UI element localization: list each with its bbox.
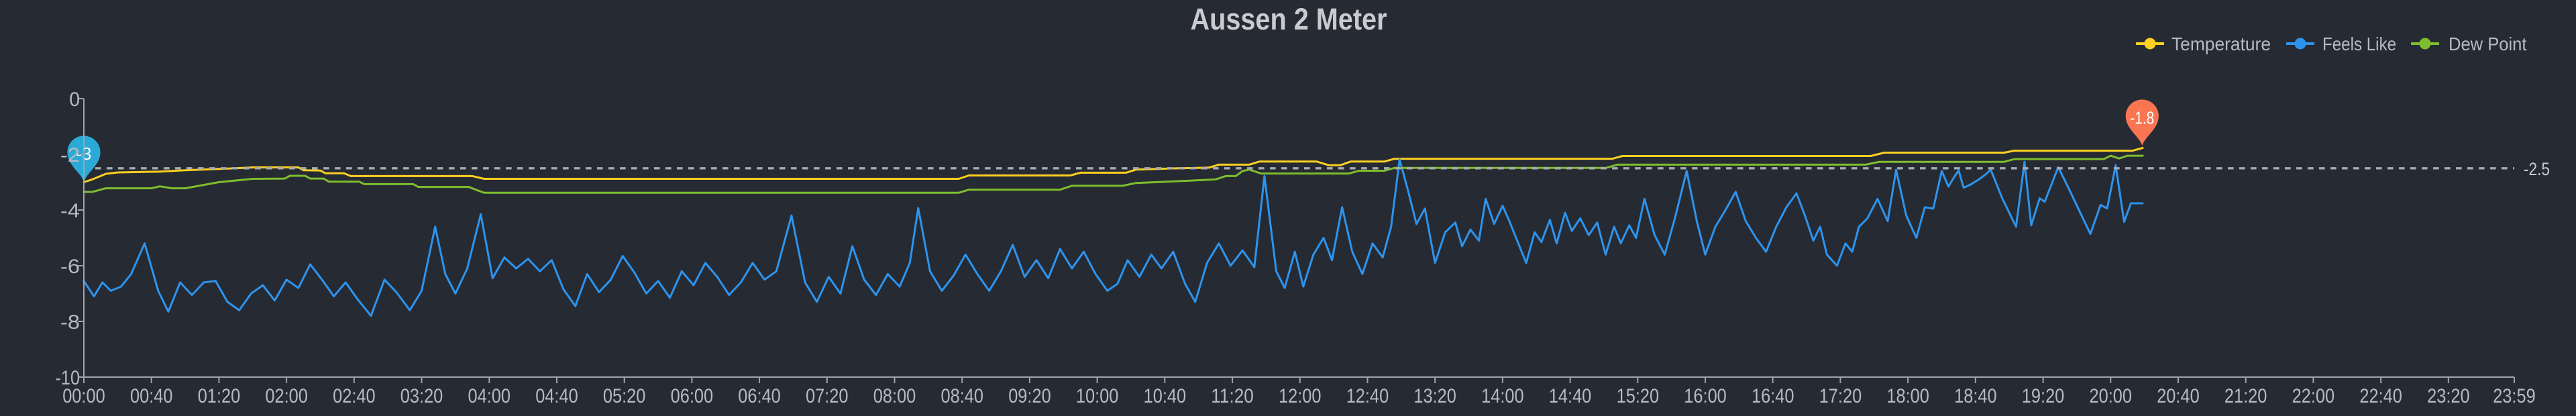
- svg-text:04:00: 04:00: [468, 385, 511, 407]
- svg-text:17:20: 17:20: [1819, 385, 1862, 407]
- svg-text:03:20: 03:20: [400, 385, 443, 407]
- svg-text:01:20: 01:20: [198, 385, 241, 407]
- svg-text:Aussen 2 Meter: Aussen 2 Meter: [1191, 2, 1387, 36]
- svg-text:18:40: 18:40: [1954, 385, 1997, 407]
- svg-text:15:20: 15:20: [1617, 385, 1660, 407]
- svg-text:16:40: 16:40: [1752, 385, 1794, 407]
- svg-text:07:20: 07:20: [806, 385, 849, 407]
- svg-text:-2: -2: [60, 144, 80, 166]
- svg-text:21:20: 21:20: [2224, 385, 2267, 407]
- svg-text:-10: -10: [56, 367, 80, 389]
- svg-text:06:00: 06:00: [671, 385, 714, 407]
- svg-text:0: 0: [69, 89, 80, 111]
- svg-text:14:00: 14:00: [1481, 385, 1524, 407]
- svg-text:Feels Like: Feels Like: [2322, 34, 2396, 54]
- svg-text:04:40: 04:40: [535, 385, 578, 407]
- svg-text:23:20: 23:20: [2427, 385, 2470, 407]
- svg-text:08:40: 08:40: [941, 385, 984, 407]
- svg-text:22:00: 22:00: [2292, 385, 2335, 407]
- svg-text:-8: -8: [60, 311, 80, 333]
- svg-text:23:59: 23:59: [2493, 385, 2536, 407]
- svg-text:12:40: 12:40: [1346, 385, 1389, 407]
- svg-text:12:00: 12:00: [1279, 385, 1322, 407]
- svg-text:20:00: 20:00: [2090, 385, 2133, 407]
- svg-text:02:00: 02:00: [265, 385, 308, 407]
- svg-text:-1.8: -1.8: [2130, 109, 2154, 128]
- svg-text:22:40: 22:40: [2359, 385, 2402, 407]
- svg-text:09:20: 09:20: [1008, 385, 1051, 407]
- svg-text:14:40: 14:40: [1549, 385, 1592, 407]
- svg-text:20:40: 20:40: [2157, 385, 2200, 407]
- svg-text:19:20: 19:20: [2022, 385, 2065, 407]
- svg-text:11:20: 11:20: [1211, 385, 1254, 407]
- svg-text:00:40: 00:40: [130, 385, 173, 407]
- svg-text:00:00: 00:00: [62, 385, 105, 407]
- svg-text:-2.5: -2.5: [2524, 159, 2550, 179]
- svg-text:10:40: 10:40: [1144, 385, 1187, 407]
- svg-text:02:40: 02:40: [333, 385, 375, 407]
- svg-text:06:40: 06:40: [738, 385, 781, 407]
- svg-text:16:00: 16:00: [1684, 385, 1727, 407]
- svg-text:-6: -6: [60, 256, 80, 278]
- svg-text:08:00: 08:00: [873, 385, 916, 407]
- svg-text:Temperature: Temperature: [2171, 34, 2271, 54]
- svg-text:-4: -4: [60, 200, 80, 222]
- svg-text:05:20: 05:20: [603, 385, 646, 407]
- svg-text:10:00: 10:00: [1076, 385, 1119, 407]
- svg-text:13:20: 13:20: [1413, 385, 1456, 407]
- svg-text:18:00: 18:00: [1886, 385, 1929, 407]
- svg-text:Dew Point: Dew Point: [2449, 34, 2527, 54]
